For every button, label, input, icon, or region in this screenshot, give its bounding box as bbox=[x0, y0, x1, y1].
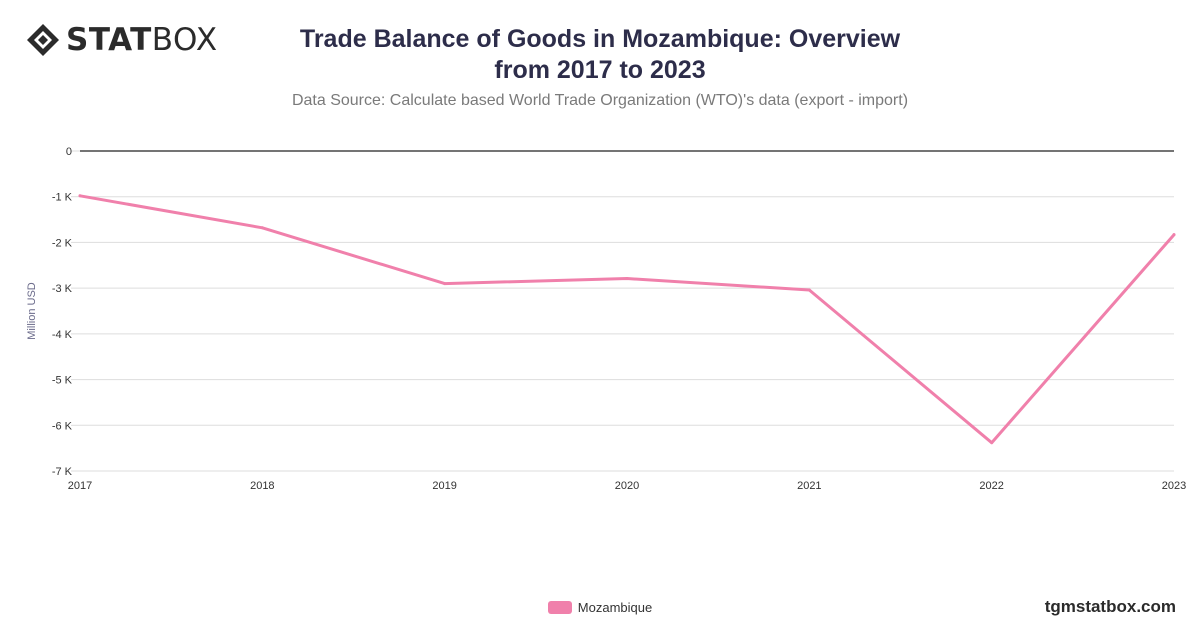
data-point bbox=[78, 194, 82, 198]
y-tick-label: -1 K bbox=[52, 192, 73, 204]
data-point bbox=[990, 441, 994, 445]
statbox-logo: STATBOX bbox=[26, 22, 218, 58]
x-tick-label: 2023 bbox=[1162, 480, 1186, 492]
y-tick-label: -6 K bbox=[52, 420, 73, 432]
x-tick-label: 2018 bbox=[250, 480, 274, 492]
x-tick-label: 2021 bbox=[797, 480, 821, 492]
diamond-logo-icon bbox=[27, 24, 59, 56]
legend[interactable]: Mozambique bbox=[0, 600, 1200, 615]
data-point bbox=[443, 282, 447, 286]
chart-title-line-1: Trade Balance of Goods in Mozambique: Ov… bbox=[299, 25, 901, 53]
legend-label-mozambique: Mozambique bbox=[577, 600, 653, 615]
x-tick-label: 2019 bbox=[432, 480, 456, 492]
x-tick-label: 2020 bbox=[615, 480, 639, 492]
chart-subtitle: Data Source: Calculate based World Trade… bbox=[291, 92, 909, 109]
data-point bbox=[807, 288, 811, 292]
y-tick-label: -7 K bbox=[52, 466, 73, 478]
logo-light: BOX bbox=[151, 22, 218, 58]
series-line-mozambique bbox=[78, 194, 1176, 445]
logo-bold: STAT bbox=[66, 22, 152, 58]
y-tick-label: -5 K bbox=[52, 375, 73, 387]
y-tick-label: 0 bbox=[66, 146, 72, 158]
logo-wordmark: STATBOX bbox=[66, 22, 218, 58]
y-axis-label: Million USD bbox=[26, 282, 38, 340]
data-point bbox=[1172, 233, 1176, 237]
y-tick-label: -4 K bbox=[52, 329, 73, 341]
site-url[interactable]: tgmstatbox.com bbox=[1044, 597, 1176, 616]
x-tick-label: 2017 bbox=[68, 480, 92, 492]
data-point bbox=[260, 226, 264, 230]
data-point bbox=[625, 277, 629, 281]
legend-swatch-mozambique bbox=[547, 601, 572, 614]
x-tick-label: 2022 bbox=[979, 480, 1003, 492]
chart-title-line-2: from 2017 to 2023 bbox=[494, 56, 706, 84]
y-tick-label: -2 K bbox=[52, 237, 73, 249]
chart-title: Trade Balance of Goods in Mozambique: Ov… bbox=[250, 24, 950, 86]
y-tick-label: -3 K bbox=[52, 283, 73, 295]
